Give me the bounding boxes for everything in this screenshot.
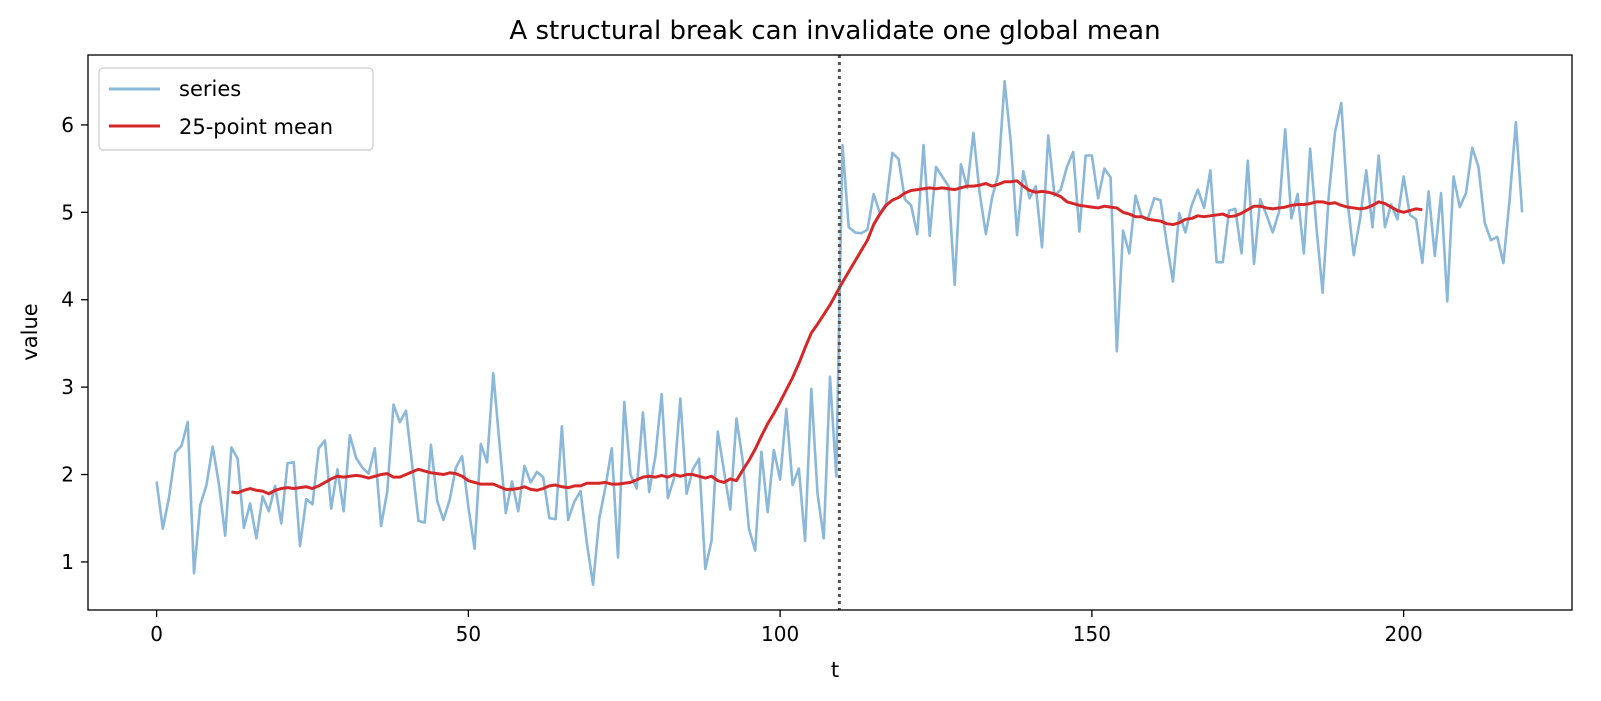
rolling-mean-line [231, 179, 1423, 496]
legend-mean-label: 25-point mean [179, 115, 333, 139]
x-axis-label: t [831, 658, 839, 682]
legend: series 25-point mean [98, 67, 374, 151]
x-tick-label: 100 [761, 622, 799, 646]
legend-box [98, 67, 374, 151]
x-tick-label: 50 [456, 622, 481, 646]
series-line [155, 79, 1524, 586]
y-tick-label: 2 [61, 463, 74, 487]
y-axis-label: value [18, 303, 42, 360]
chart-title: A structural break can invalidate one gl… [509, 16, 1160, 46]
y-tick-label: 5 [61, 200, 74, 224]
y-tick-label: 1 [61, 550, 74, 574]
y-tick-label: 6 [61, 113, 74, 137]
y-tick-label: 4 [61, 288, 74, 312]
x-tick-label: 200 [1385, 622, 1423, 646]
legend-series-label: series [179, 77, 241, 101]
x-tick-label: 0 [150, 622, 163, 646]
plot-area-frame [87, 54, 1573, 611]
y-tick-label: 3 [61, 375, 74, 399]
x-tick-label: 150 [1073, 622, 1111, 646]
